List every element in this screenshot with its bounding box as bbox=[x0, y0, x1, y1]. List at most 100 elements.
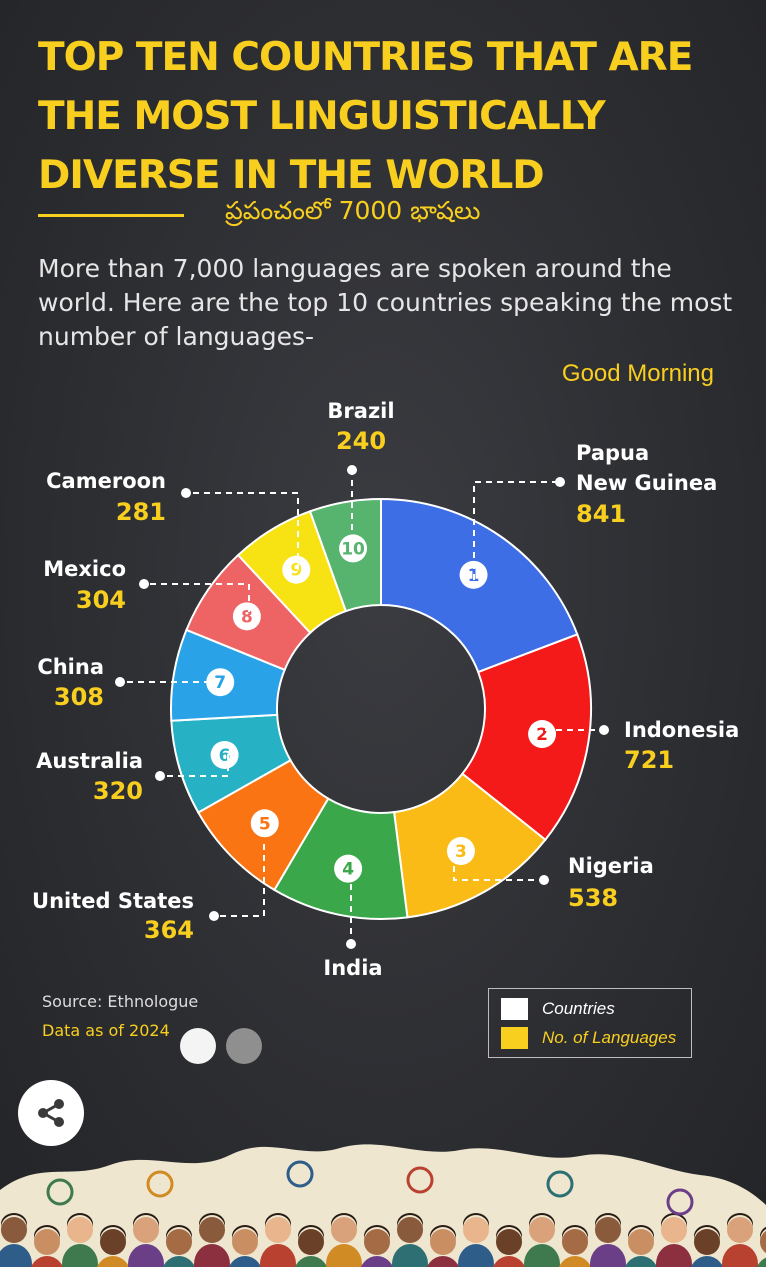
leader-line bbox=[148, 583, 250, 612]
person-head bbox=[529, 1217, 555, 1243]
country-label: Australia bbox=[36, 749, 143, 773]
person-head bbox=[430, 1229, 456, 1255]
language-count-label: 721 bbox=[624, 746, 674, 774]
person-body bbox=[426, 1256, 460, 1267]
person-head bbox=[463, 1217, 489, 1243]
decorative-symbol bbox=[666, 1188, 694, 1216]
legend-label-countries: Countries bbox=[542, 999, 615, 1018]
person-hair bbox=[760, 1226, 766, 1240]
share-icon bbox=[38, 1099, 64, 1127]
chart-legend: Countries No. of Languages bbox=[488, 988, 692, 1058]
leader-line bbox=[190, 492, 299, 570]
person-head bbox=[133, 1217, 159, 1243]
leader-dot bbox=[139, 579, 149, 589]
country-label: Papua bbox=[576, 441, 649, 465]
person-body bbox=[656, 1244, 692, 1267]
person-head bbox=[562, 1229, 588, 1255]
leader-line bbox=[164, 754, 229, 777]
leader-dot bbox=[209, 911, 219, 921]
person-head bbox=[166, 1229, 192, 1255]
person-body bbox=[558, 1256, 592, 1267]
language-count-label: 304 bbox=[76, 586, 126, 614]
person-head bbox=[1, 1217, 27, 1243]
person-body bbox=[162, 1256, 196, 1267]
decorative-symbol bbox=[46, 1178, 74, 1206]
rank-number: 9 bbox=[290, 561, 302, 581]
decorative-symbol bbox=[546, 1170, 574, 1198]
person-body bbox=[0, 1244, 32, 1267]
rank-number: 5 bbox=[259, 814, 271, 834]
language-count-label: 538 bbox=[568, 884, 618, 912]
leader-dot bbox=[181, 488, 191, 498]
language-count-label: 308 bbox=[54, 683, 104, 711]
rank-badge bbox=[206, 668, 235, 697]
rank-number: 8 bbox=[241, 607, 253, 627]
person-head bbox=[397, 1217, 423, 1243]
rank-badge bbox=[339, 534, 368, 563]
leader-line bbox=[453, 866, 540, 881]
legend-swatch-countries bbox=[501, 998, 528, 1020]
language-count-label: 240 bbox=[336, 427, 386, 455]
rank-number: 6 bbox=[219, 746, 231, 766]
greeting-text: Good Morning bbox=[561, 360, 714, 387]
chart-subtitle: More than 7,000 languages are spoken aro… bbox=[38, 254, 733, 351]
country-label: China bbox=[37, 655, 104, 679]
legend-item-countries: Countries bbox=[501, 998, 615, 1020]
share-button[interactable] bbox=[18, 1080, 84, 1146]
person-body bbox=[590, 1244, 626, 1267]
rank-number: 10 bbox=[341, 539, 365, 559]
person-body bbox=[360, 1256, 394, 1267]
decorative-symbol bbox=[406, 1166, 434, 1194]
person-body bbox=[492, 1256, 526, 1267]
person-head bbox=[232, 1229, 258, 1255]
person-head bbox=[364, 1229, 390, 1255]
person-body bbox=[690, 1256, 724, 1267]
country-label: New Guinea bbox=[576, 471, 717, 495]
legend-label-languages: No. of Languages bbox=[542, 1028, 677, 1047]
rank-badge bbox=[334, 854, 363, 883]
language-count-label: 364 bbox=[144, 916, 194, 944]
language-count-label: 281 bbox=[116, 498, 166, 526]
rank-number: 3 bbox=[455, 842, 467, 862]
country-label: Brazil bbox=[327, 399, 394, 423]
person-body bbox=[30, 1256, 64, 1267]
person-head bbox=[628, 1229, 654, 1255]
person-body bbox=[228, 1256, 262, 1267]
person-body bbox=[756, 1257, 766, 1267]
leader-dot bbox=[539, 875, 549, 885]
person-body bbox=[326, 1244, 362, 1267]
page-dot[interactable] bbox=[226, 1028, 262, 1064]
legend-swatch-languages bbox=[501, 1027, 528, 1049]
rank-badge bbox=[250, 809, 279, 838]
rank-badge bbox=[282, 555, 311, 584]
person-head bbox=[298, 1229, 324, 1255]
person-head bbox=[727, 1217, 753, 1243]
person-head bbox=[265, 1217, 291, 1243]
leader-dot bbox=[347, 465, 357, 475]
person-head bbox=[595, 1217, 621, 1243]
slice-indonesia bbox=[460, 633, 592, 842]
rank-badge bbox=[210, 740, 239, 769]
rank-number: 2 bbox=[536, 725, 548, 745]
rank-number: 4 bbox=[342, 860, 354, 880]
legend-item-languages: No. of Languages bbox=[501, 1027, 676, 1049]
leader-dot bbox=[346, 939, 356, 949]
person-head bbox=[694, 1229, 720, 1255]
rank-badge bbox=[528, 720, 557, 749]
language-count-label: 320 bbox=[93, 777, 143, 805]
country-label: Nigeria bbox=[568, 854, 654, 878]
person-body bbox=[294, 1256, 328, 1267]
country-label: India bbox=[323, 956, 382, 980]
person-body bbox=[62, 1244, 98, 1267]
page-dot-active[interactable] bbox=[180, 1028, 216, 1064]
country-label: United States bbox=[32, 889, 194, 913]
leader-dot bbox=[599, 725, 609, 735]
person-body bbox=[624, 1256, 658, 1267]
person-head bbox=[760, 1231, 766, 1253]
leader-dot bbox=[115, 677, 125, 687]
person-body bbox=[128, 1244, 164, 1267]
person-body bbox=[722, 1244, 758, 1267]
people-illustration bbox=[0, 1144, 766, 1267]
country-label: Mexico bbox=[43, 557, 126, 581]
person-body bbox=[260, 1244, 296, 1267]
